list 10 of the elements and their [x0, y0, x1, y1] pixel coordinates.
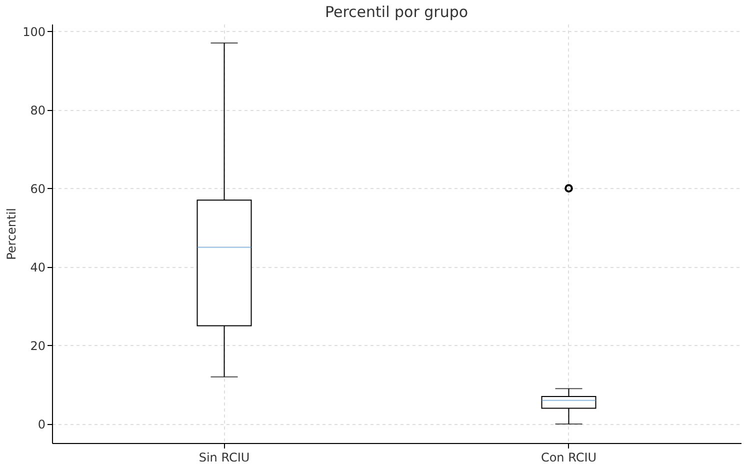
y-tick-label: 40 [30, 260, 46, 274]
y-tick-label: 100 [22, 24, 46, 39]
y-tick-label: 20 [30, 338, 46, 353]
y-tick-label: 80 [30, 103, 46, 118]
x-tick-label: Sin RCIU [198, 450, 250, 464]
y-tick-label: 60 [30, 182, 46, 196]
y-tick-label: 0 [38, 417, 46, 432]
chart-title: Percentil por grupo [324, 3, 468, 21]
x-tick-label: Con RCIU [540, 450, 597, 464]
y-axis-title: Percentil [4, 208, 19, 260]
